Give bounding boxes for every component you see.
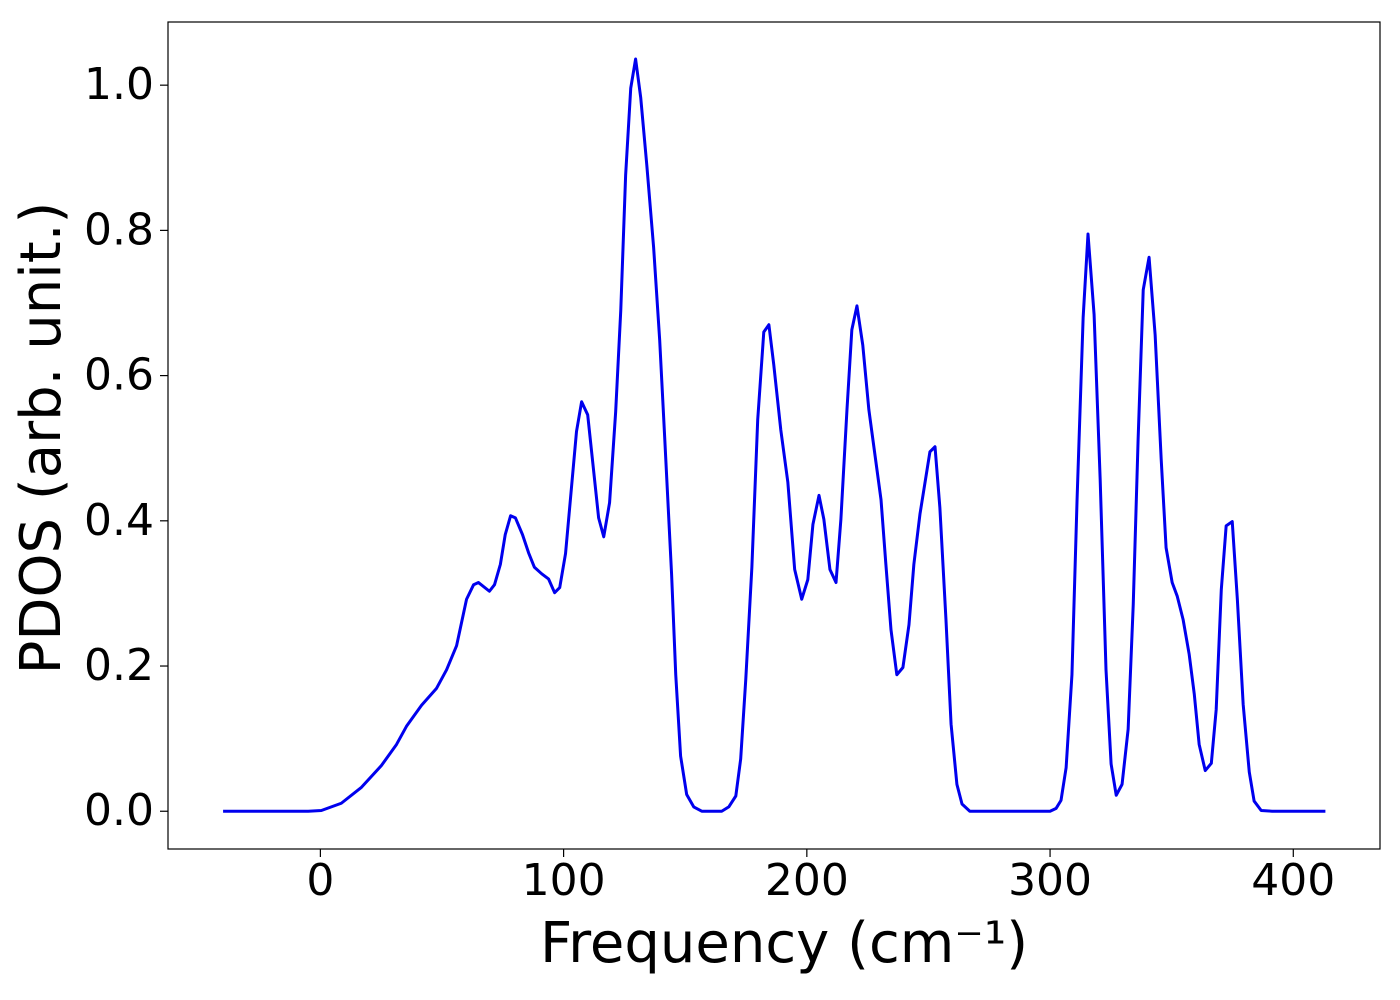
plot-frame	[167, 21, 1381, 850]
x-tick-label: 300	[1008, 855, 1092, 906]
y-tick-label: 0.4	[84, 495, 154, 546]
y-tick-label: 0.8	[84, 204, 154, 255]
x-tick-label: 400	[1251, 855, 1335, 906]
data-line	[223, 57, 1326, 813]
x-axis-label: Frequency (cm⁻¹)	[540, 911, 1028, 976]
y-axis-label: PDOS (arb. unit.)	[9, 202, 74, 675]
y-tick-label: 0.2	[84, 640, 154, 691]
y-tick-label: 0.0	[84, 785, 154, 836]
y-tick-label: 0.6	[84, 350, 154, 401]
x-tick-label: 100	[522, 855, 606, 906]
y-tick-label: 1.0	[84, 59, 154, 110]
x-tick-label: 200	[765, 855, 849, 906]
x-tick-label: 0	[306, 855, 334, 906]
